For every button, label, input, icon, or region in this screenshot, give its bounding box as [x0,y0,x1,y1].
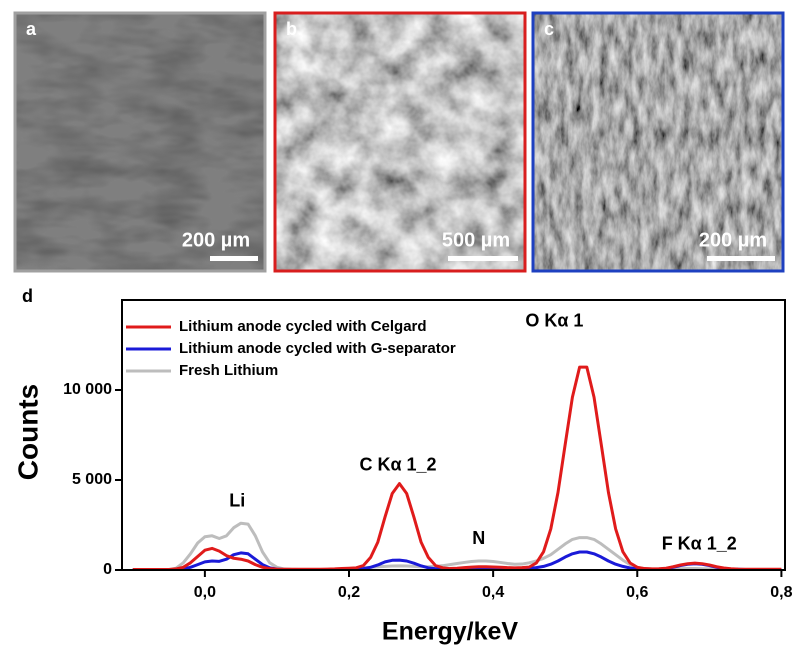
y-axis-title: Counts [12,384,43,480]
figure: a 200 µm b 500 µm c 200 µm d Counts Ener… [0,0,801,650]
scale-bar-label: 200 µm [182,229,250,251]
scale-bar-label: 200 µm [699,229,767,251]
panel-b: b 500 µm [275,13,525,271]
y-tick-label: 10 000 [63,381,112,398]
page: a 200 µm b 500 µm c 200 µm d Counts Ener… [0,0,801,650]
scale-bar [210,256,258,261]
panel-c: c 200 µm [533,13,783,271]
x-tick-label: 0,0 [194,584,216,601]
y-tick-label: 5 000 [72,471,112,488]
peak-annotation: N [472,528,485,548]
peak-annotation: Li [229,490,245,510]
scale-bar-label: 500 µm [442,229,510,251]
legend-label: Lithium anode cycled with Celgard [179,318,427,335]
panel-label: a [26,19,37,39]
panel-label: c [544,19,554,39]
scale-bar [707,256,775,261]
panel-label: d [22,286,33,306]
x-tick-label: 0,8 [770,584,792,601]
x-tick-label: 0,6 [626,584,648,601]
legend-label: Fresh Lithium [179,362,278,379]
peak-annotation: O Kα 1 [525,310,583,330]
x-tick-label: 0,4 [482,584,504,601]
panel-label: b [286,19,297,39]
plot-area: 0,0 0,2 0,4 0,6 0,8 0 5 000 10 000 Lithium anode… [63,310,793,601]
peak-annotation: C Kα 1_2 [359,454,436,474]
scale-bar [448,256,518,261]
x-axis-title: Energy/keV [382,618,519,646]
peak-annotation: F Kα 1_2 [662,534,737,554]
legend-label: Lithium anode cycled with G-separator [179,340,456,357]
panel-a: a 200 µm [15,13,265,271]
y-tick-label: 0 [103,561,112,578]
x-tick-label: 0,2 [338,584,360,601]
